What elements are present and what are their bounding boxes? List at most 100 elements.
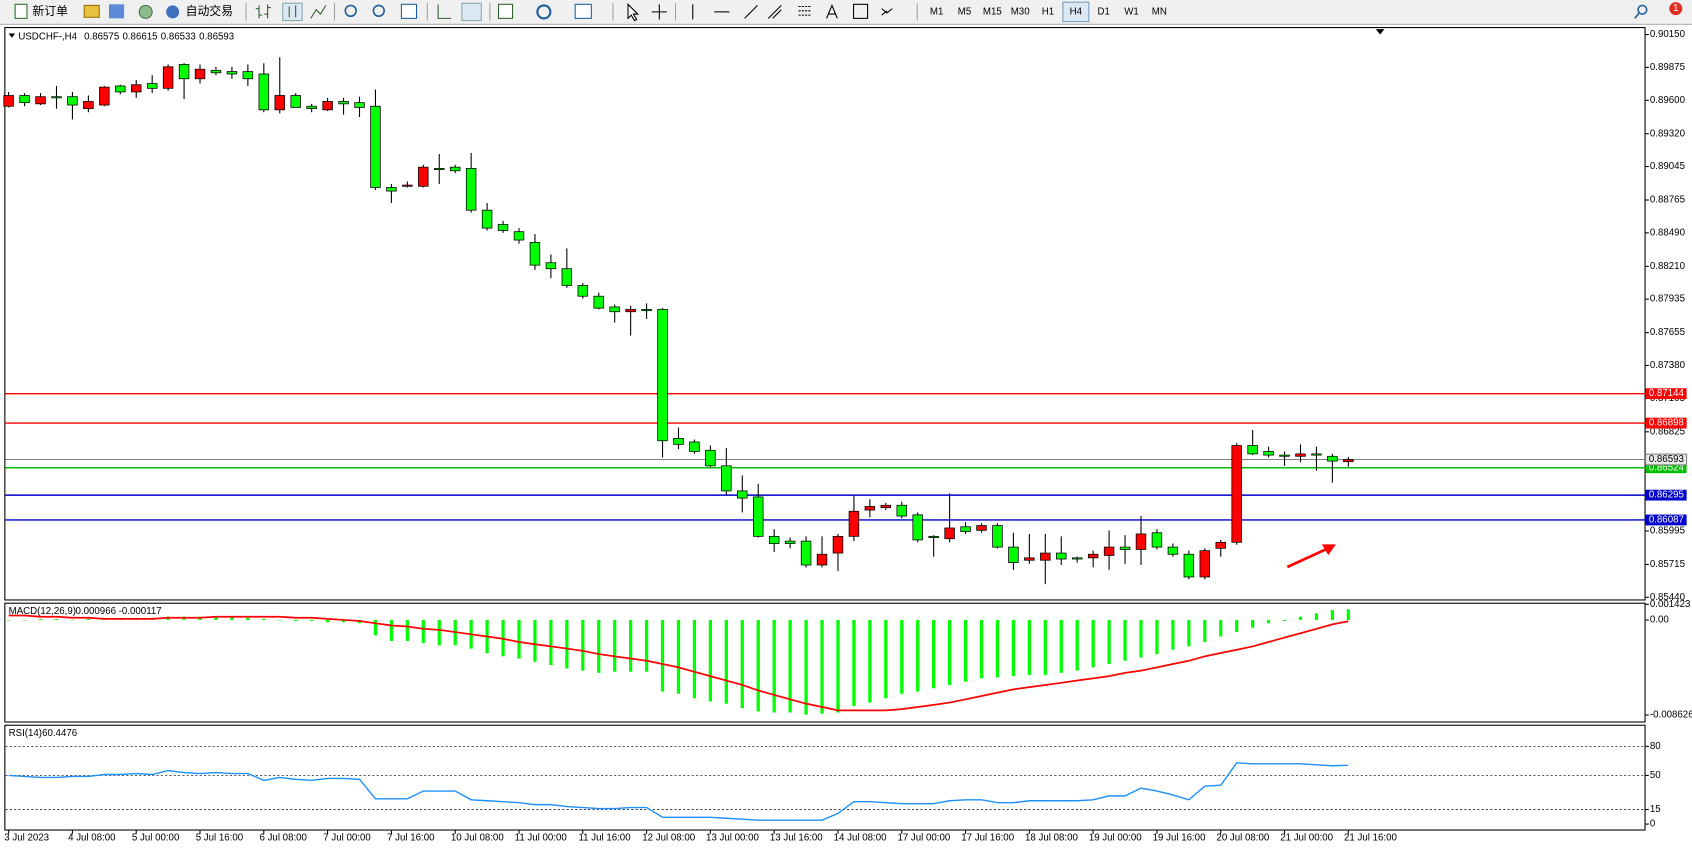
zoom-in-button[interactable]: [344, 4, 357, 18]
candle-body: [912, 514, 923, 541]
candle-body: [800, 540, 812, 566]
macd-bar: [7, 619, 11, 621]
candle-body: [497, 224, 509, 231]
crosshair-button[interactable]: [651, 4, 667, 20]
candle-body: [67, 96, 78, 106]
timeframe-button[interactable]: MN: [1152, 6, 1167, 17]
timeframe-button[interactable]: M30: [1011, 6, 1030, 17]
candle-chart-button[interactable]: [282, 2, 303, 22]
arrows-button[interactable]: [881, 8, 893, 16]
periods-button[interactable]: [536, 4, 552, 20]
candle-body: [784, 540, 796, 544]
candle-body: [449, 166, 461, 172]
tool-icon[interactable]: [108, 4, 125, 19]
macd-bar: [1171, 619, 1175, 650]
level-label-bg: [1645, 514, 1687, 526]
timeframe-button[interactable]: H4: [1070, 6, 1083, 17]
macd-bar: [405, 619, 409, 641]
timeframe-button[interactable]: D1: [1097, 6, 1109, 17]
macd-bar: [421, 619, 425, 644]
macd-bar: [932, 619, 936, 689]
candle-body: [721, 465, 732, 492]
macd-bar: [1075, 619, 1079, 671]
macd-bar: [54, 618, 59, 620]
macd-bar: [214, 616, 218, 620]
macd-bar: [70, 619, 75, 621]
autoscroll-button[interactable]: [437, 4, 452, 19]
y-tick-label: 15: [1650, 804, 1661, 815]
trendline-button[interactable]: [744, 5, 758, 19]
toolbar: 新订单 自动交易 M1 M5 M15 M30 H1 H4 D1 W1: [0, 0, 1692, 25]
indicators-button[interactable]: [497, 3, 514, 19]
tool-icon[interactable]: [83, 4, 100, 18]
search-button[interactable]: [1637, 4, 1648, 15]
bar-chart-button[interactable]: [255, 4, 271, 19]
templates-button[interactable]: [574, 3, 592, 19]
new-order-icon[interactable]: [14, 3, 28, 19]
candle-body: [928, 535, 939, 538]
macd-bar: [900, 619, 904, 694]
macd-bar: [294, 619, 298, 622]
candle-body: [258, 73, 270, 111]
timeframe-button[interactable]: M5: [958, 6, 971, 17]
channel-button[interactable]: [767, 5, 782, 19]
timeframe-button[interactable]: W1: [1124, 6, 1139, 17]
macd-bar: [979, 619, 984, 679]
macd-bar: [230, 616, 234, 620]
header-ohlc: 0.86575: [84, 31, 119, 42]
auto-trading-button[interactable]: 自动交易: [186, 4, 233, 18]
macd-bar: [1139, 619, 1143, 658]
symbol-menu-arrow: [8, 33, 16, 38]
new-order-button[interactable]: 新订单: [32, 4, 68, 18]
zoom-out-button[interactable]: [372, 4, 385, 18]
candle-body: [322, 101, 333, 111]
level-label: 0.86295: [1649, 490, 1684, 501]
candle-body: [306, 105, 317, 110]
x-tick-label: 19 Jul 00:00: [1089, 833, 1142, 844]
candle-body: [689, 441, 700, 452]
candle-body: [1087, 553, 1099, 559]
fibo-button[interactable]: [798, 5, 812, 16]
y-tick-label: 0.89045: [1650, 161, 1685, 172]
candle-body: [545, 262, 557, 270]
y-tick-label: 0.86825: [1650, 426, 1685, 437]
macd-bar: [278, 619, 282, 621]
tile-button[interactable]: [400, 3, 418, 19]
candle-body: [51, 96, 62, 99]
candle-body: [162, 66, 174, 89]
candle-body: [737, 490, 748, 499]
candle-body: [1295, 453, 1306, 457]
candle-body: [130, 84, 142, 93]
macd-bar: [246, 617, 250, 620]
macd-signal-line: [8, 614, 1349, 712]
macd-bar: [788, 619, 792, 713]
timeframe-button[interactable]: M1: [930, 6, 943, 17]
level-label: 0.86524: [1649, 462, 1685, 473]
y-tick-label: 0.89320: [1650, 128, 1686, 139]
chart-shift-button[interactable]: [461, 2, 482, 22]
macd-bar: [1043, 619, 1047, 676]
timeframe-button[interactable]: H1: [1042, 6, 1054, 17]
candle-body: [1231, 445, 1242, 543]
level-label-bg: [1645, 388, 1687, 400]
candle-body: [880, 504, 892, 509]
candle-body: [816, 553, 828, 566]
text-button[interactable]: [826, 3, 838, 19]
notification-badge[interactable]: [1669, 2, 1683, 16]
current-price-label-bg: [1645, 453, 1688, 466]
y-tick-label: 0.87380: [1650, 360, 1686, 371]
line-chart-button[interactable]: [310, 5, 327, 19]
macd-bar: [22, 619, 27, 621]
macd-bar: [565, 619, 569, 669]
candle-body: [561, 268, 573, 286]
macd-bar: [1266, 619, 1271, 624]
candle-body: [1215, 541, 1226, 549]
auto-trading-icon[interactable]: [166, 5, 180, 19]
timeframe-button[interactable]: M15: [983, 6, 1002, 17]
macd-bar: [1251, 619, 1255, 628]
cursor-button[interactable]: [627, 3, 640, 22]
tool-icon[interactable]: [138, 4, 153, 19]
candle-body: [768, 535, 780, 544]
x-tick-label: 5 Jul 00:00: [132, 833, 180, 844]
label-button[interactable]: [853, 3, 869, 19]
